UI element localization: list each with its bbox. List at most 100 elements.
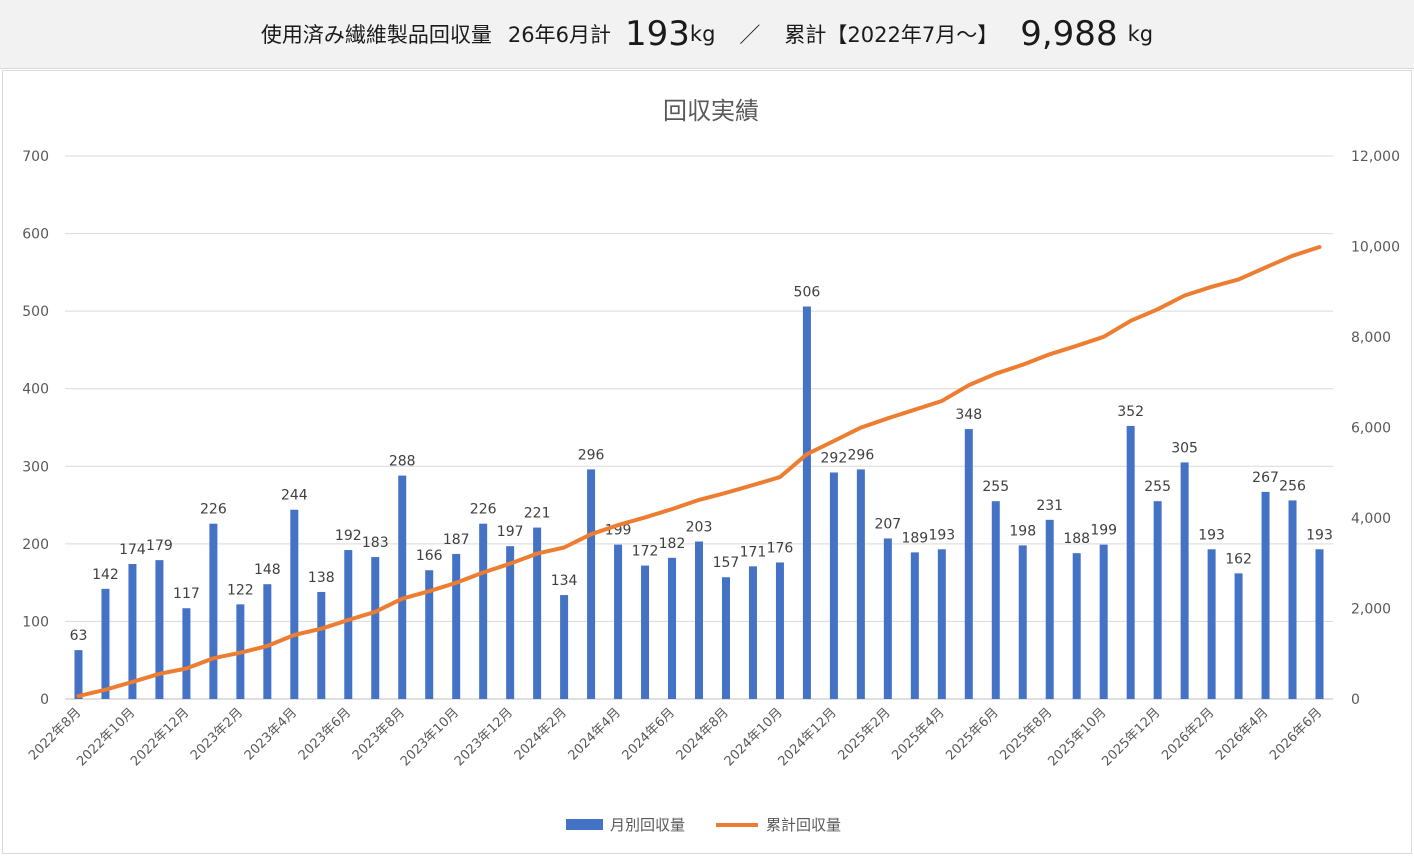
- bar-data-label: 192: [335, 528, 362, 544]
- bar: [317, 591, 326, 699]
- y-axis-left: 0 100 200 300 400 500 600 700: [22, 149, 49, 708]
- bar: [829, 472, 838, 699]
- chart-area: [2, 70, 1412, 854]
- bar-data-label: 189: [901, 530, 928, 546]
- header-separator: ／: [739, 23, 761, 47]
- bar-data-label: 174: [119, 542, 146, 558]
- bar-data-label: 296: [578, 447, 605, 463]
- y-left-tick-label: 300: [22, 459, 49, 475]
- bar: [1261, 491, 1270, 699]
- y-left-tick-label: 100: [22, 614, 49, 630]
- bar-data-label: 226: [470, 502, 497, 518]
- x-tick-label: 2025年6月: [943, 705, 1001, 763]
- x-tick-label: 2023年12月: [452, 705, 516, 769]
- bar-data-label: 226: [200, 502, 227, 518]
- bar-data-label: 171: [740, 544, 767, 560]
- bar-data-label: 193: [1306, 527, 1333, 543]
- bar-data-label: 193: [928, 527, 955, 543]
- header-month-label: 26年6月計: [507, 23, 612, 47]
- x-axis: 2022年8月2022年10月2022年12月2023年2月2023年4月202…: [26, 705, 1325, 769]
- y-right-tick-label: 2,000: [1351, 602, 1391, 618]
- bar: [614, 544, 623, 699]
- bar: [1153, 501, 1162, 699]
- bar-data-label: 296: [848, 447, 875, 463]
- bar-data-label: 231: [1036, 498, 1063, 514]
- bar-data-label: 63: [70, 628, 88, 644]
- bar-data-label: 203: [686, 520, 713, 536]
- bar: [668, 557, 677, 699]
- cumulative-line: [76, 245, 1322, 699]
- header-label: 使用済み繊維製品回収量: [260, 23, 492, 47]
- bar: [721, 577, 730, 699]
- bar: [1045, 519, 1054, 699]
- bar: [1072, 553, 1081, 699]
- bar-data-label: 182: [659, 536, 686, 552]
- bar-data-label: 221: [524, 506, 551, 522]
- legend-swatch-bar: [566, 819, 603, 830]
- x-tick-label: 2024年12月: [776, 705, 840, 769]
- bar-data-label: 193: [1198, 527, 1225, 543]
- bar: [1207, 549, 1216, 699]
- bar: [1099, 544, 1108, 699]
- bar-data-label: 172: [632, 544, 659, 560]
- y-right-tick-label: 4,000: [1351, 511, 1391, 527]
- header-unit-2: kg: [1127, 22, 1154, 46]
- x-tick-label: 2022年12月: [128, 705, 192, 769]
- legend: 月別回収量 累計回収量: [566, 816, 841, 834]
- y-left-tick-label: 700: [22, 149, 49, 165]
- bar-data-label: 348: [955, 407, 982, 423]
- x-tick-label: 2022年8月: [26, 705, 84, 763]
- x-tick-label: 2024年6月: [620, 705, 678, 763]
- bar-data-label: 134: [551, 573, 578, 589]
- bar-data-label: 117: [173, 586, 200, 602]
- bar-data-label: 122: [227, 582, 254, 598]
- y-right-tick-label: 0: [1351, 692, 1360, 708]
- x-tick-label: 2023年6月: [296, 705, 354, 763]
- bar-data-label: 187: [443, 532, 470, 548]
- summary-header: 使用済み繊維製品回収量 26年6月計 193 kg ／ 累計【2022年7月～】…: [0, 0, 1414, 69]
- bar-data-label: 288: [389, 454, 416, 470]
- y-left-tick-label: 400: [22, 382, 49, 398]
- bar: [506, 546, 515, 699]
- x-tick-label: 2025年2月: [835, 705, 893, 763]
- header-cumulative-value: 9,988: [1020, 14, 1118, 54]
- legend-label-line: 累計回収量: [766, 816, 841, 834]
- chart-title: 回収実績: [663, 97, 759, 125]
- bar: [371, 557, 380, 699]
- bar-data-label: 267: [1252, 470, 1279, 486]
- x-tick-label: 2024年4月: [566, 705, 624, 763]
- bar: [883, 538, 892, 699]
- bar: [641, 565, 650, 699]
- header-unit: kg: [689, 22, 716, 46]
- y-left-tick-label: 500: [22, 304, 49, 320]
- x-tick-label: 2023年4月: [242, 705, 300, 763]
- bar: [452, 553, 461, 699]
- bar: [155, 560, 164, 699]
- bar: [991, 501, 1000, 699]
- bar-data-label: 148: [254, 562, 281, 578]
- bar: [398, 475, 407, 699]
- bar: [425, 570, 434, 699]
- bar: [1126, 425, 1135, 699]
- bar: [775, 562, 784, 699]
- y-axis-right: 0 2,000 4,000 6,000 8,000 10,000 12,000: [1351, 149, 1400, 708]
- y-right-tick-label: 6,000: [1351, 421, 1391, 437]
- x-tick-label: 2025年12月: [1099, 705, 1163, 769]
- y-left-tick-label: 600: [22, 227, 49, 243]
- bar: [964, 429, 973, 699]
- bar: [209, 523, 218, 699]
- y-right-tick-label: 12,000: [1351, 149, 1400, 165]
- bar: [182, 608, 191, 699]
- bar: [802, 306, 811, 699]
- bar-data-label: 197: [497, 524, 524, 540]
- x-tick-label: 2026年2月: [1159, 705, 1217, 763]
- bar: [1180, 462, 1189, 699]
- bar: [74, 650, 83, 699]
- x-tick-label: 2026年4月: [1213, 705, 1271, 763]
- legend-label-bar: 月別回収量: [610, 816, 685, 834]
- bar-data-label: 162: [1225, 551, 1252, 567]
- bar: [1288, 500, 1297, 699]
- bar: [533, 527, 542, 699]
